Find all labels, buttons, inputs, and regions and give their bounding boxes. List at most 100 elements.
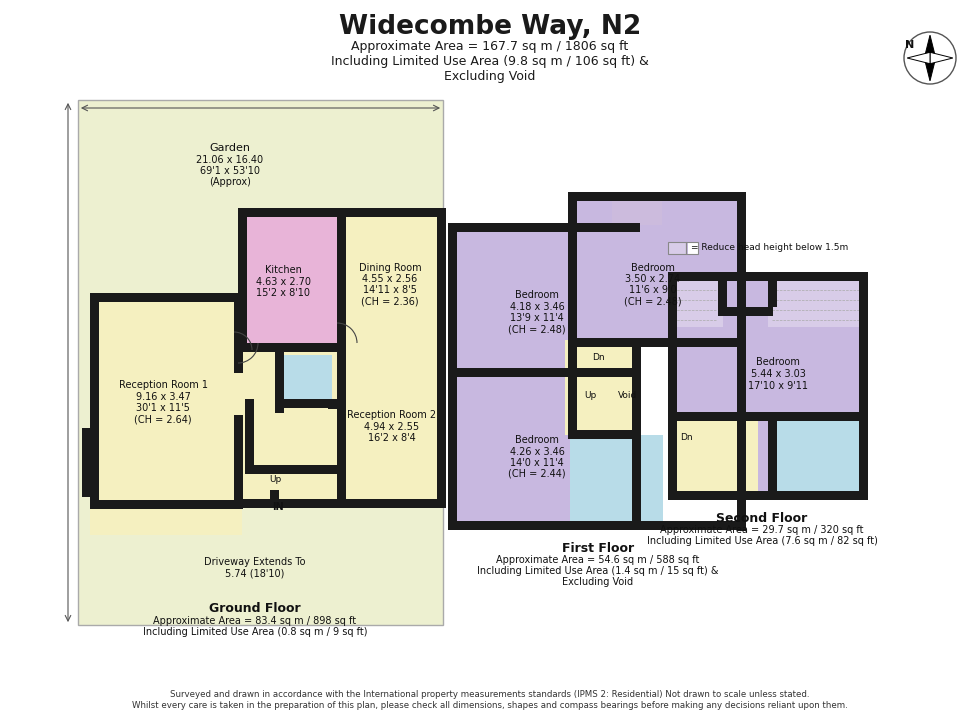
Bar xyxy=(570,435,663,530)
Text: Including Limited Use Area (7.6 sq m / 82 sq ft): Including Limited Use Area (7.6 sq m / 8… xyxy=(647,536,877,546)
Bar xyxy=(90,500,242,509)
Polygon shape xyxy=(924,58,936,81)
Bar xyxy=(90,293,242,302)
Polygon shape xyxy=(907,52,930,63)
Bar xyxy=(668,272,677,500)
Bar xyxy=(328,399,337,409)
Text: Including Limited Use Area (9.8 sq m / 106 sq ft) &: Including Limited Use Area (9.8 sq m / 1… xyxy=(331,55,649,68)
Bar xyxy=(568,521,741,530)
Bar xyxy=(337,343,346,508)
Text: Excluding Void: Excluding Void xyxy=(444,70,536,83)
Bar xyxy=(78,100,443,625)
Text: Approximate Area = 83.4 sq m / 898 sq ft: Approximate Area = 83.4 sq m / 898 sq ft xyxy=(154,616,357,626)
Text: Garden: Garden xyxy=(210,143,251,153)
Bar xyxy=(668,272,723,327)
Text: Reception Room 1: Reception Room 1 xyxy=(119,380,208,390)
Bar xyxy=(568,192,577,340)
Bar xyxy=(238,208,445,217)
Text: Ground Floor: Ground Floor xyxy=(209,602,301,615)
Bar xyxy=(82,488,96,497)
Bar xyxy=(568,192,745,201)
Text: Approximate Area = 54.6 sq m / 588 sq ft: Approximate Area = 54.6 sq m / 588 sq ft xyxy=(496,555,700,565)
Bar xyxy=(668,412,758,500)
Bar xyxy=(737,192,746,392)
Text: 11'6 x 9'0: 11'6 x 9'0 xyxy=(629,285,677,295)
Bar xyxy=(448,223,640,232)
Text: 9.16 x 3.47: 9.16 x 3.47 xyxy=(135,392,190,402)
Text: 69'1 x 53'10: 69'1 x 53'10 xyxy=(200,166,260,176)
Bar xyxy=(686,242,698,254)
Bar xyxy=(234,293,243,373)
Bar xyxy=(568,338,577,436)
Text: Approximate Area = 29.7 sq m / 320 sq ft: Approximate Area = 29.7 sq m / 320 sq ft xyxy=(661,525,863,535)
Text: 15'2 x 8'10: 15'2 x 8'10 xyxy=(256,288,310,298)
Text: Including Limited Use Area (0.8 sq m / 9 sq ft): Including Limited Use Area (0.8 sq m / 9… xyxy=(143,627,368,637)
Bar xyxy=(245,399,254,469)
Text: Dining Room: Dining Room xyxy=(359,263,421,273)
Text: Void: Void xyxy=(618,391,638,399)
Bar xyxy=(568,338,737,347)
Bar xyxy=(718,272,727,307)
Bar xyxy=(448,223,457,530)
Bar xyxy=(82,430,94,485)
Bar xyxy=(568,430,640,439)
Text: Reception Room 2: Reception Room 2 xyxy=(348,410,436,420)
Text: 16'2 x 8'4: 16'2 x 8'4 xyxy=(368,433,416,443)
Text: 5.74 (18'10): 5.74 (18'10) xyxy=(225,569,284,579)
Text: 14'0 x 11'4: 14'0 x 11'4 xyxy=(511,458,564,468)
Text: (CH = 2.48): (CH = 2.48) xyxy=(624,296,682,306)
Text: 4.63 x 2.70: 4.63 x 2.70 xyxy=(256,277,311,287)
Text: 17'10 x 9'11: 17'10 x 9'11 xyxy=(748,381,808,391)
Bar xyxy=(448,368,640,377)
Bar xyxy=(437,208,446,508)
Text: IN: IN xyxy=(272,502,284,512)
Bar xyxy=(668,338,677,368)
Bar xyxy=(82,428,91,493)
Bar xyxy=(688,242,698,254)
Text: Surveyed and drawn in accordance with the International property measurements st: Surveyed and drawn in accordance with th… xyxy=(171,690,809,699)
Text: 4.55 x 2.56: 4.55 x 2.56 xyxy=(363,274,417,284)
Text: Dn: Dn xyxy=(680,433,692,441)
Bar xyxy=(448,372,640,530)
Text: 13'9 x 11'4: 13'9 x 11'4 xyxy=(511,313,564,323)
Bar xyxy=(605,368,641,435)
Text: (Approx): (Approx) xyxy=(209,177,251,187)
Text: Up: Up xyxy=(269,476,281,485)
Text: Including Limited Use Area (1.4 sq m / 15 sq ft) &: Including Limited Use Area (1.4 sq m / 1… xyxy=(477,566,718,576)
Text: N: N xyxy=(906,40,914,50)
Text: Bedroom: Bedroom xyxy=(756,357,800,367)
Text: = Reduce head height below 1.5m: = Reduce head height below 1.5m xyxy=(691,244,849,252)
Bar xyxy=(668,242,686,254)
Text: 5.44 x 3.03: 5.44 x 3.03 xyxy=(751,369,806,379)
Bar xyxy=(768,272,868,327)
Bar xyxy=(718,307,773,316)
Text: (CH = 2.48): (CH = 2.48) xyxy=(509,324,565,334)
Bar xyxy=(668,491,868,500)
Bar xyxy=(90,293,99,509)
Text: Kitchen: Kitchen xyxy=(265,265,302,275)
Bar xyxy=(448,225,640,372)
Bar xyxy=(337,208,346,356)
Text: 3.50 x 2.74: 3.50 x 2.74 xyxy=(625,274,680,284)
Text: First Floor: First Floor xyxy=(562,541,634,555)
Bar xyxy=(275,399,337,408)
Bar xyxy=(280,355,332,405)
Text: 14'11 x 8'5: 14'11 x 8'5 xyxy=(363,285,416,295)
Text: Bedroom: Bedroom xyxy=(515,435,559,445)
Bar xyxy=(668,272,868,500)
Text: Up: Up xyxy=(584,391,596,399)
Bar xyxy=(859,272,868,500)
Bar xyxy=(448,521,640,530)
Bar xyxy=(668,242,686,254)
Text: 4.94 x 2.55: 4.94 x 2.55 xyxy=(365,422,419,432)
Bar xyxy=(242,212,345,347)
Bar xyxy=(612,192,662,225)
Text: (CH = 2.36): (CH = 2.36) xyxy=(362,296,418,306)
Bar xyxy=(768,412,777,500)
Bar xyxy=(632,340,641,530)
Text: Widecombe Way, N2: Widecombe Way, N2 xyxy=(339,14,641,40)
Text: (CH = 2.44): (CH = 2.44) xyxy=(509,469,565,479)
Text: Approximate Area = 167.7 sq m / 1806 sq ft: Approximate Area = 167.7 sq m / 1806 sq … xyxy=(352,40,628,53)
Bar xyxy=(234,415,243,509)
Bar xyxy=(238,208,247,348)
